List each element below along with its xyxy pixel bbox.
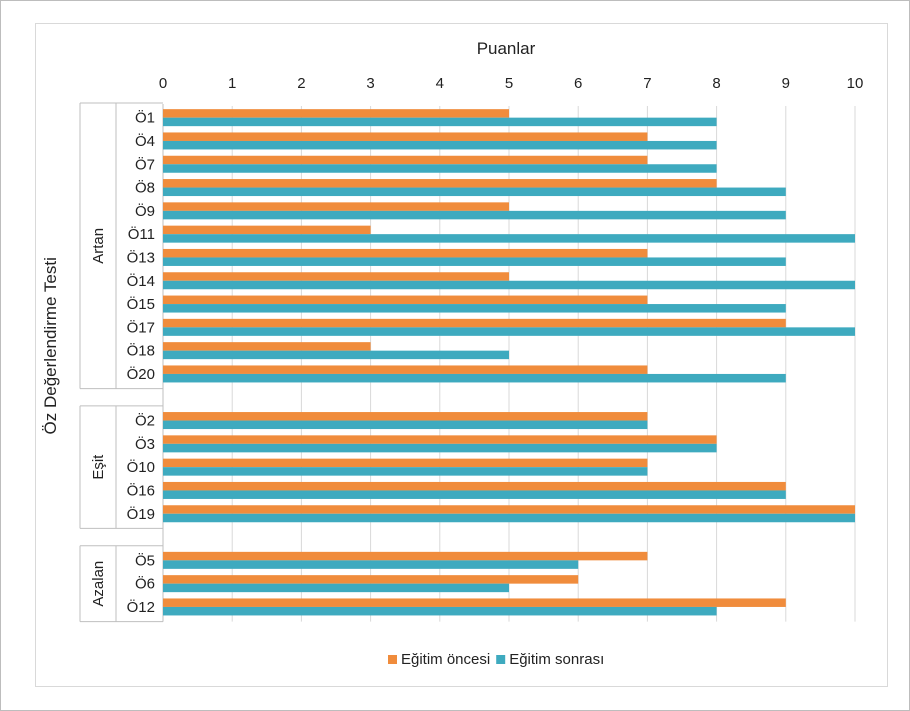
legend-swatch (496, 655, 506, 664)
bar-after (163, 560, 579, 569)
category-label: Ö12 (127, 598, 155, 616)
category-label: Ö18 (127, 342, 155, 360)
category-label: Ö16 (127, 481, 155, 499)
legend-label: Eğitim öncesi (401, 651, 490, 668)
bar-after (163, 443, 717, 453)
bar-before (163, 435, 717, 444)
category-label: Ö19 (127, 505, 155, 523)
legend-swatch (388, 655, 397, 664)
x-tick-label: 6 (574, 75, 582, 92)
bar-before (163, 109, 509, 118)
bar-before (163, 598, 786, 607)
category-label: Ö9 (135, 202, 155, 220)
bar-before (163, 272, 509, 281)
bar-before (163, 551, 648, 561)
x-tick-label: 4 (436, 75, 444, 92)
bar-before (163, 505, 855, 514)
bar-before (163, 225, 371, 235)
category-label: Ö14 (127, 272, 155, 290)
bar-after (163, 327, 855, 336)
bar-after (163, 467, 648, 476)
legend: Eğitim öncesi Eğitim sonrası (388, 651, 604, 668)
bar-before (163, 179, 717, 188)
x-tick-label: 8 (712, 75, 720, 92)
category-label: Ö11 (128, 225, 155, 243)
category-label: Ö2 (135, 412, 155, 430)
category-label: Ö7 (135, 155, 155, 173)
category-label: Ö15 (127, 295, 155, 313)
bar-before (163, 202, 509, 211)
bar-before (163, 458, 648, 468)
bar-after (163, 234, 855, 243)
x-tick-label: 3 (366, 75, 374, 92)
bar-after (163, 117, 717, 127)
y-axis-title: Öz Değerlendirme Testi (41, 257, 60, 434)
bar-before (163, 318, 786, 328)
bar-before (163, 248, 648, 258)
bar-after (163, 350, 509, 360)
bar-before (163, 132, 648, 141)
category-label: Ö1 (135, 109, 155, 127)
bar-after (163, 140, 717, 150)
x-axis-title: Puanlar (477, 39, 536, 58)
bar-before (163, 365, 648, 374)
x-tick-label: 2 (297, 75, 305, 92)
category-label: Ö6 (135, 575, 155, 593)
category-label: Ö10 (127, 458, 155, 476)
x-tick-label: 0 (159, 75, 167, 92)
bar-after (163, 490, 786, 499)
bar-after (163, 606, 717, 616)
x-tick-label: 7 (643, 75, 651, 92)
bar-before (163, 342, 371, 351)
category-label: Ö20 (127, 365, 155, 383)
category-label: Ö8 (135, 179, 155, 197)
x-tick-label: 1 (228, 75, 236, 92)
bar-chart: Puanlar Öz Değerlendirme Testi 0 1 2 3 4 5 6 7 8… (41, 39, 863, 668)
category-label: Ö3 (135, 435, 155, 453)
bar-after (163, 187, 786, 197)
category-label: Ö13 (127, 248, 155, 266)
x-tick-label: 5 (505, 75, 513, 92)
bar-after (163, 373, 786, 383)
bar-before (163, 295, 648, 305)
x-tick-label: 9 (782, 75, 790, 92)
category-label: Ö5 (135, 551, 155, 569)
group-label: Artan (90, 228, 107, 264)
group-label: Azalan (90, 561, 107, 607)
bar-before (163, 481, 786, 491)
bar-before (163, 575, 579, 584)
bar-after (163, 164, 717, 173)
labels: Puanlar Öz Değerlendirme Testi 0 1 2 3 4 5 6 7 8… (41, 39, 863, 616)
category-label: Ö4 (135, 132, 155, 150)
bar-after (163, 420, 648, 430)
x-tick-label: 10 (847, 75, 864, 92)
chart-area: Puanlar Öz Değerlendirme Testi 0 1 2 3 4 5 6 7 8… (35, 23, 888, 687)
bar-after (163, 257, 786, 266)
legend-label: Eğitim sonrası (509, 651, 604, 668)
bar-before (163, 412, 648, 421)
category-label: Ö17 (127, 318, 155, 336)
bar-before (163, 155, 648, 165)
bar-after (163, 513, 855, 523)
group-label: Eşit (90, 454, 107, 480)
bar-after (163, 583, 509, 593)
bars (163, 109, 855, 616)
bar-after (163, 304, 786, 313)
bar-after (163, 210, 786, 220)
bar-after (163, 280, 855, 290)
